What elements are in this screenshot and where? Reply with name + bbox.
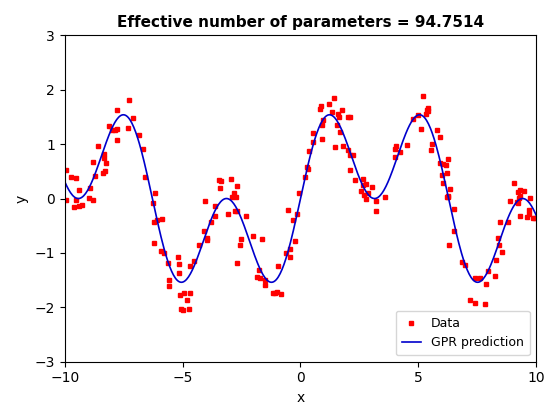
Data — [269, 290, 276, 295]
Data — [305, 166, 311, 171]
Data — [166, 278, 173, 283]
GPR prediction — [289, 232, 296, 237]
Y-axis label: y: y — [15, 194, 29, 203]
Data — [352, 177, 358, 182]
Data — [102, 160, 109, 165]
Data — [381, 194, 388, 200]
Line: GPR prediction: GPR prediction — [65, 115, 536, 282]
Title: Effective number of parameters = 94.7514: Effective number of parameters = 94.7514 — [117, 15, 484, 30]
X-axis label: x: x — [296, 391, 305, 405]
GPR prediction — [343, 139, 349, 144]
Line: Data: Data — [63, 94, 537, 312]
GPR prediction — [524, 198, 530, 203]
GPR prediction — [120, 112, 127, 117]
Data — [419, 94, 426, 99]
GPR prediction — [318, 121, 324, 126]
GPR prediction — [533, 213, 539, 218]
GPR prediction — [62, 179, 68, 184]
GPR prediction — [286, 243, 293, 248]
Data — [180, 307, 186, 312]
GPR prediction — [449, 212, 455, 217]
GPR prediction — [474, 280, 481, 285]
Data — [202, 198, 208, 203]
Data — [95, 144, 102, 149]
Legend: Data, GPR prediction: Data, GPR prediction — [396, 311, 530, 355]
